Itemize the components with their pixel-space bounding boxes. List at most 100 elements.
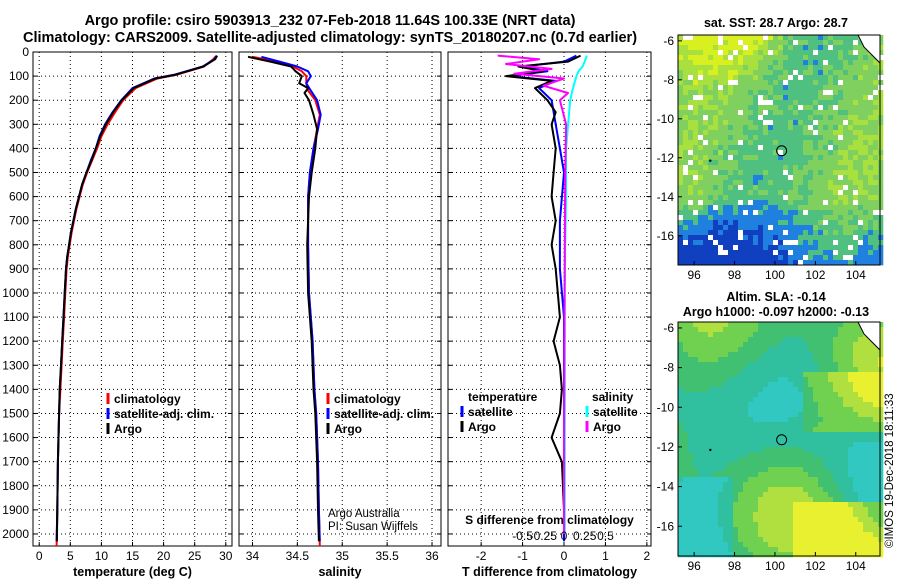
sst-map-cell [848, 255, 854, 261]
sst-map-cell [758, 230, 764, 236]
sst-map-cell [693, 225, 699, 231]
sla-map-cell [698, 472, 704, 478]
sla-map-cell [708, 532, 714, 538]
sst-map-cell [868, 155, 874, 161]
sla-map-cell [758, 507, 764, 513]
sla-map-cell [858, 462, 864, 468]
sst-map-cell [688, 155, 694, 161]
sst-map-cell [803, 175, 809, 181]
sst-map-cell [718, 185, 724, 191]
sst-map-cell [798, 45, 804, 51]
sst-map-cell [808, 175, 814, 181]
sla-map-cell [813, 542, 819, 548]
sla-map-cell [823, 427, 829, 433]
sst-map-cell [743, 135, 749, 141]
sla-map-cell [743, 407, 749, 413]
sla-map-cell [753, 402, 759, 408]
sla-map-cell [743, 487, 749, 493]
sst-map-cell [853, 150, 859, 156]
sla-map-cell [823, 347, 829, 353]
sla-map-cell [838, 527, 844, 533]
sst-map-cell [718, 50, 724, 56]
sla-map-cell [703, 397, 709, 403]
sla-map-cell [723, 362, 729, 368]
sst-map-cell [678, 245, 684, 251]
sla-map-cell [828, 467, 834, 473]
sla-map-cell [723, 512, 729, 518]
sst-map-cell [863, 120, 869, 126]
sst-map-cell [833, 205, 839, 211]
sst-map-cell [853, 175, 859, 181]
sst-map-cell [773, 240, 779, 246]
sst-map-cell [763, 85, 769, 91]
sla-map-cell [748, 402, 754, 408]
sla-map-cell [688, 547, 694, 553]
sst-map-cell [823, 180, 829, 186]
sla-map-cell [803, 372, 809, 378]
sla-map-cell [748, 482, 754, 488]
sla-map-cell [878, 517, 884, 523]
sla-map-cell [678, 512, 684, 518]
sst-map-cell [713, 230, 719, 236]
sst-map-cell [683, 155, 689, 161]
sst-map-cell [803, 105, 809, 111]
sst-map-cell [743, 35, 749, 41]
sst-map-cell [733, 110, 739, 116]
sla-map-cell [773, 357, 779, 363]
sst-map-cell [803, 135, 809, 141]
sla-map-cell [753, 437, 759, 443]
sst-map-cell [878, 80, 884, 86]
sst-map-cell [683, 125, 689, 131]
sst-map-cell [763, 195, 769, 201]
sst-map-cell [718, 70, 724, 76]
sla-map-cell [743, 382, 749, 388]
sst-map-cell [793, 100, 799, 106]
sst-map-cell [823, 40, 829, 46]
sla-map-cell [868, 352, 874, 358]
sst-map-cell [718, 205, 724, 211]
sla-map-cell [693, 347, 699, 353]
sst-map-cell [853, 120, 859, 126]
sst-map-cell [828, 255, 834, 261]
sst-map-cell [708, 185, 714, 191]
sst-map-cell [863, 100, 869, 106]
sst-map-cell [868, 100, 874, 106]
sst-map-cell [758, 155, 764, 161]
sla-map-cell [768, 327, 774, 333]
sla-map-cell [688, 462, 694, 468]
sla-map-cell [688, 377, 694, 383]
sla-map-cell [748, 542, 754, 548]
sst-map-cell [808, 80, 814, 86]
sla-map-cell [793, 347, 799, 353]
title-line-2: Climatology: CARS2009. Satellite-adjuste… [22, 30, 638, 46]
sst-map-cell [708, 230, 714, 236]
sst-map-cell [688, 225, 694, 231]
sla-map-cell [708, 412, 714, 418]
sst-map-cell [683, 140, 689, 146]
sla-map-cell [718, 427, 724, 433]
sla-map-cell [683, 327, 689, 333]
sla-map-cell [838, 462, 844, 468]
sst-map-cell [813, 220, 819, 226]
sst-map-cell [848, 130, 854, 136]
sst-map-cell [703, 205, 709, 211]
sla-map-cell [823, 507, 829, 513]
sla-map-cell [828, 502, 834, 508]
sst-map-cell [858, 195, 864, 201]
sst-map-cell [838, 70, 844, 76]
sst-map-cell [833, 240, 839, 246]
sst-map-cell [848, 150, 854, 156]
difference-series-temperature-argo [505, 54, 582, 510]
sst-map-cell [788, 210, 794, 216]
sst-map-cell [738, 175, 744, 181]
sla-map-cell [703, 422, 709, 428]
sla-map-cell [828, 492, 834, 498]
sst-map-cell [763, 200, 769, 206]
sst-map-cell [698, 145, 704, 151]
sla-map-cell [748, 427, 754, 433]
sst-map-cell [838, 140, 844, 146]
sst-map-cell [733, 255, 739, 261]
sla-map-cell [863, 487, 869, 493]
sla-map-cell [798, 507, 804, 513]
